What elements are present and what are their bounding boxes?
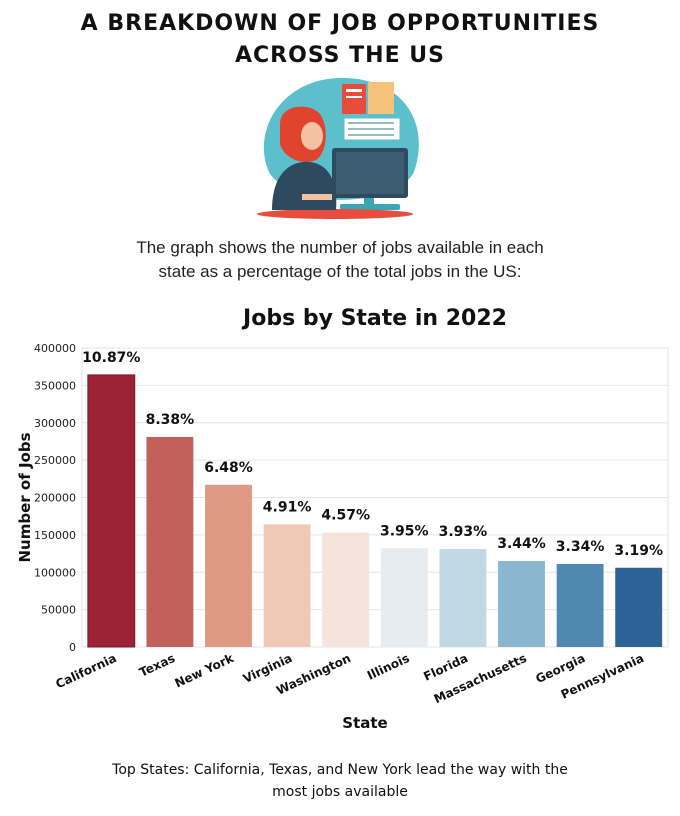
bar-value-label: 3.34% [556, 539, 605, 555]
bar-value-label: 3.95% [380, 523, 429, 539]
y-tick-label: 150000 [34, 529, 76, 542]
x-tick-label: California [53, 651, 118, 691]
y-tick-label: 400000 [34, 342, 76, 355]
bar [87, 374, 136, 648]
bar [439, 549, 487, 647]
bar-value-label: 3.19% [614, 543, 663, 559]
x-axis-label: State [342, 714, 387, 732]
y-tick-label: 200000 [34, 492, 76, 505]
bar [498, 561, 545, 647]
y-axis-label: Number of Jobs [16, 432, 34, 562]
bars [87, 374, 663, 648]
bar-value-labels: 10.87% 8.38% 6.48% 4.91% 4.57% 3.95% 3.93% 3.44… [82, 350, 663, 559]
intro-text-line-1: The graph shows the number of jobs avail… [136, 238, 544, 257]
bar-chart: 10.87% 8.38% 6.48% 4.91% 4.57% 3.95% 3.93% 3.44… [16, 342, 669, 732]
y-tick-label: 50000 [41, 604, 76, 617]
x-tick-label: Texas [137, 651, 177, 680]
bar [615, 567, 663, 647]
y-tick-label: 300000 [34, 417, 76, 430]
bar [380, 548, 428, 647]
bar-value-label: 3.93% [439, 524, 488, 540]
bar-value-label: 8.38% [146, 412, 195, 428]
x-tick-label: New York [173, 651, 237, 691]
y-tick-labels: 0 50000 100000 150000 200000 250000 300000 3500… [34, 342, 76, 654]
bar [556, 564, 604, 647]
footer-text-line-1: Top States: California, Texas, and New Y… [112, 762, 568, 778]
y-tick-label: 250000 [34, 454, 76, 467]
bar [146, 436, 194, 647]
y-tick-label: 100000 [34, 566, 76, 579]
page-title-line-2: ACROSS THE US [235, 43, 445, 68]
bar [263, 524, 311, 647]
x-tick-label: Illinois [365, 651, 412, 683]
y-tick-label: 0 [69, 641, 76, 654]
bar-value-label: 6.48% [204, 460, 253, 476]
footer-text-line-2: most jobs available [272, 784, 408, 800]
bar [205, 484, 252, 647]
page-title-line-1: A BREAKDOWN OF JOB OPPORTUNITIES [80, 11, 600, 36]
chart-title: Jobs by State in 2022 [243, 306, 507, 331]
bar-value-label: 3.44% [497, 536, 546, 552]
bar-value-label: 4.91% [263, 499, 312, 515]
woman-at-computer-on-phone-illustration [257, 77, 419, 219]
y-tick-label: 350000 [34, 379, 76, 392]
intro-text-line-2: state as a percentage of the total jobs … [158, 262, 522, 281]
bar-value-label: 4.57% [321, 508, 370, 524]
bar-value-label: 10.87% [82, 350, 140, 366]
bar [322, 532, 370, 647]
